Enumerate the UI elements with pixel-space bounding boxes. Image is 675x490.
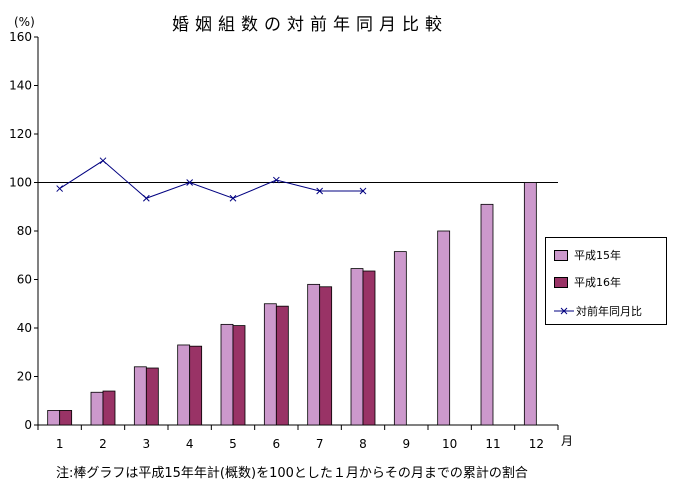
ratio-point bbox=[229, 194, 237, 202]
x-tick-label: 8 bbox=[359, 437, 367, 451]
bar-2004 bbox=[275, 305, 289, 426]
x-tick-label: 12 bbox=[529, 437, 544, 451]
y-tick-label: 100 bbox=[9, 176, 32, 190]
x-tick-label: 9 bbox=[403, 437, 411, 451]
ratio-point bbox=[359, 187, 367, 195]
x-tick-label: 11 bbox=[485, 437, 500, 451]
bar-2003 bbox=[220, 323, 234, 426]
y-tick-label: 60 bbox=[17, 273, 32, 287]
ratio-point bbox=[186, 179, 194, 186]
legend-swatch-2003 bbox=[554, 249, 568, 261]
bar-2003 bbox=[133, 366, 147, 426]
bar-2003 bbox=[350, 268, 364, 426]
y-tick-label: 20 bbox=[17, 370, 32, 384]
y-tick-label: 80 bbox=[17, 224, 32, 238]
x-tick-label: 7 bbox=[316, 437, 324, 451]
bar-2003 bbox=[307, 283, 321, 426]
y-tick-label: 160 bbox=[9, 30, 32, 44]
bar-2003 bbox=[263, 303, 277, 426]
bar-2003 bbox=[437, 230, 451, 426]
bar-2004 bbox=[362, 270, 376, 426]
y-tick-label: 40 bbox=[17, 321, 32, 335]
bar-2003 bbox=[90, 391, 104, 426]
ratio-point bbox=[56, 185, 64, 192]
x-tick-label: 4 bbox=[186, 437, 194, 451]
legend-item-2003: 平成15年 bbox=[554, 248, 621, 262]
x-tick-label: 10 bbox=[442, 437, 457, 451]
legend-swatch-2004 bbox=[554, 276, 568, 288]
ratio-point bbox=[316, 187, 324, 195]
ratio-point bbox=[99, 157, 107, 165]
y-tick-label: 120 bbox=[9, 127, 32, 141]
bar-2003 bbox=[393, 251, 407, 426]
x-tick-label: 2 bbox=[99, 437, 107, 451]
x-tick-label: 1 bbox=[56, 437, 64, 451]
y-tick-label: 140 bbox=[9, 79, 32, 93]
bar-2004 bbox=[59, 410, 73, 426]
x-tick-label: 6 bbox=[273, 437, 281, 451]
bar-2004 bbox=[319, 286, 333, 426]
bar-2004 bbox=[102, 390, 116, 426]
legend-item-2004: 平成16年 bbox=[554, 275, 621, 289]
footnote: 注:棒グラフは平成15年年計(概数)を100とした１月からその月までの累計の割合 bbox=[56, 466, 528, 481]
legend-line-ratio-icon bbox=[554, 306, 574, 316]
bar-2003 bbox=[47, 410, 61, 426]
legend-label-2003: 平成15年 bbox=[574, 249, 621, 262]
ratio-point bbox=[142, 194, 150, 202]
y-axis-unit: (%) bbox=[14, 15, 35, 29]
legend: 平成15年 平成16年 対前年同月比 bbox=[545, 237, 667, 325]
ratio-point bbox=[272, 176, 280, 184]
bar-2004 bbox=[232, 325, 246, 426]
ratio-line bbox=[59, 160, 363, 199]
bar-2003 bbox=[480, 203, 494, 426]
bar-2004 bbox=[189, 345, 203, 426]
legend-label-ratio: 対前年同月比 bbox=[576, 305, 642, 318]
y-tick-label: 0 bbox=[24, 418, 32, 432]
bar-2004 bbox=[145, 367, 159, 426]
x-tick-label: 3 bbox=[143, 437, 151, 451]
x-axis-unit: 月 bbox=[561, 434, 574, 448]
legend-label-2004: 平成16年 bbox=[574, 276, 621, 289]
bar-2003 bbox=[523, 182, 537, 426]
bar-2003 bbox=[177, 344, 191, 426]
chart-title: 婚姻組数の対前年同月比較 bbox=[172, 15, 448, 35]
legend-item-ratio: 対前年同月比 bbox=[554, 304, 642, 318]
x-tick-label: 5 bbox=[229, 437, 237, 451]
